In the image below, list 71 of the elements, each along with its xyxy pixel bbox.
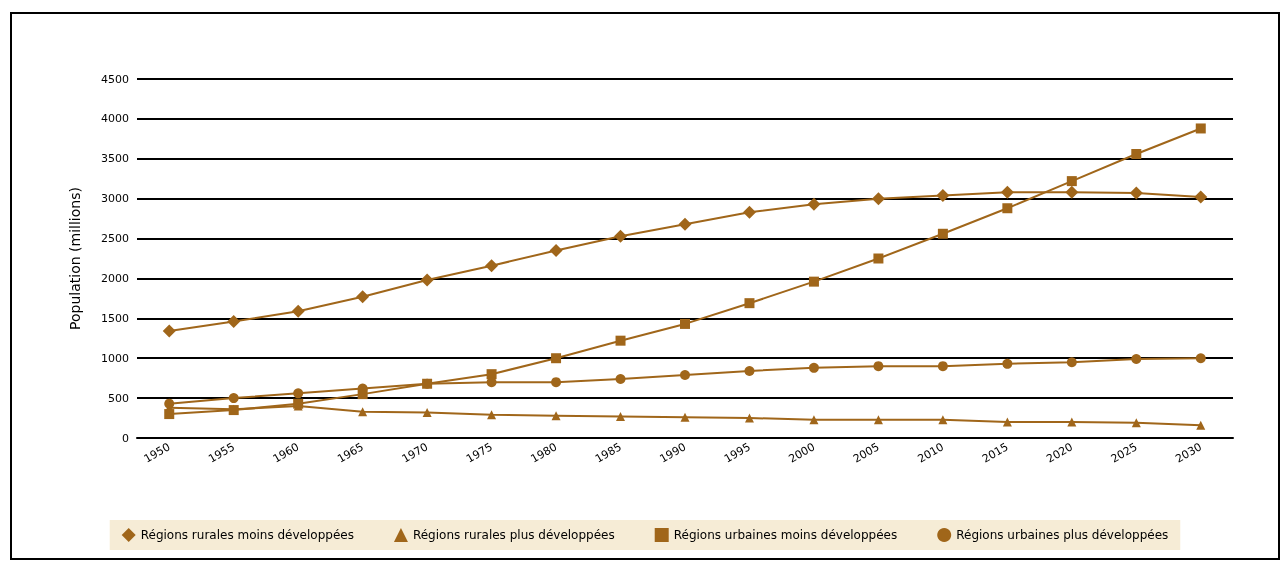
y-tick-label: 1000 [101, 351, 129, 365]
point [291, 304, 305, 318]
point [1002, 417, 1012, 427]
legend-label: Régions rurales moins développées [140, 528, 354, 542]
point [936, 188, 950, 202]
y-axis-title: Population (millions) [67, 187, 83, 330]
point [1195, 353, 1206, 364]
point [1129, 186, 1143, 200]
point [485, 259, 499, 273]
y-tick-label: 4500 [101, 72, 129, 86]
point [938, 415, 948, 425]
point [551, 411, 561, 421]
point [1195, 123, 1206, 134]
point [420, 273, 434, 287]
point [1196, 420, 1206, 430]
y-tick-label: 3500 [101, 152, 129, 166]
point [744, 365, 755, 376]
point [228, 393, 239, 404]
point [227, 315, 241, 329]
point [744, 413, 754, 423]
point [615, 335, 626, 346]
point [873, 415, 883, 425]
point [807, 197, 821, 211]
point [615, 373, 626, 384]
point [1000, 185, 1014, 199]
point [1066, 176, 1077, 187]
point [358, 407, 368, 417]
point [808, 276, 819, 287]
legend-label: Régions urbaines plus développées [956, 528, 1169, 542]
y-tick-label: 3000 [101, 192, 129, 206]
point [356, 290, 370, 304]
point [873, 253, 884, 264]
y-tick-label: 4000 [101, 112, 129, 126]
legend-label: Régions urbaines moins développées [673, 528, 898, 542]
y-tick-label: 2000 [101, 271, 129, 285]
point [422, 407, 432, 417]
point [616, 411, 626, 421]
y-tick-label: 2500 [101, 232, 129, 246]
point [1131, 354, 1142, 365]
point [551, 377, 562, 388]
point [742, 205, 756, 219]
point [873, 361, 884, 372]
point [1065, 185, 1079, 199]
point [680, 318, 690, 329]
y-tick-label: 500 [108, 391, 129, 405]
point [680, 412, 690, 422]
point [808, 362, 819, 373]
y-tick-label: 1500 [101, 311, 129, 325]
point [744, 298, 755, 309]
point [614, 229, 628, 243]
point [1002, 358, 1013, 369]
point [1066, 357, 1077, 368]
point [486, 369, 497, 380]
point [1131, 148, 1142, 159]
point [680, 369, 690, 380]
y-tick-label: 0 [122, 431, 129, 445]
point [293, 388, 304, 399]
point [937, 361, 948, 372]
point [549, 244, 563, 258]
point [164, 398, 175, 409]
point [162, 324, 176, 338]
point [1194, 190, 1208, 204]
point [937, 228, 948, 239]
legend-label: Régions rurales plus développées [412, 528, 615, 542]
point [809, 415, 819, 425]
point [1067, 417, 1077, 427]
point [871, 192, 885, 206]
point [1002, 203, 1013, 214]
point [551, 353, 562, 364]
point [678, 217, 692, 231]
point [164, 409, 175, 420]
